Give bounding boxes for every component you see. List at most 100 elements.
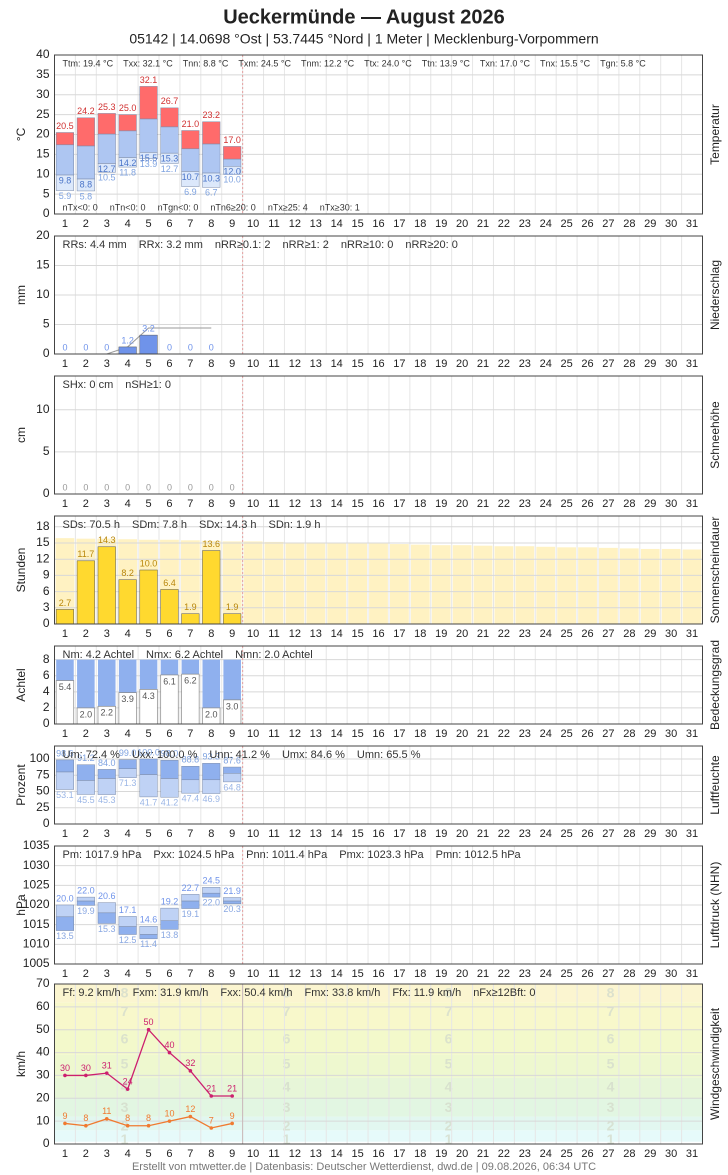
- x-tick-label: 8: [208, 498, 214, 510]
- bar: [55, 609, 74, 624]
- value-label: 0: [104, 342, 109, 352]
- beaufort-label: 2: [283, 1117, 291, 1133]
- ground-min-label: 5.8: [80, 191, 93, 201]
- stat-text: Tnn: 8.8 °C: [183, 58, 229, 68]
- x-tick-label: 21: [477, 968, 489, 980]
- beaufort-label: 2: [445, 1117, 453, 1133]
- beaufort-band: [54, 1098, 703, 1117]
- max-label: 26.7: [161, 96, 179, 106]
- x-tick-label: 1: [62, 628, 68, 640]
- x-tick-label: 27: [602, 218, 614, 230]
- x-tick-label: 28: [623, 828, 635, 840]
- x-tick-label: 11: [268, 498, 279, 510]
- series-point: [125, 1123, 130, 1128]
- plot-area: [54, 55, 703, 214]
- range-bar-max: [139, 86, 158, 120]
- y-axis-label: hPa: [14, 894, 28, 916]
- x-tick-label: 3: [104, 628, 110, 640]
- x-tick-label: 13: [310, 1148, 322, 1160]
- point-label: 30: [81, 1063, 91, 1073]
- x-tick-label: 8: [208, 828, 214, 840]
- x-tick-label: 7: [187, 358, 193, 370]
- series-point: [167, 1050, 172, 1055]
- point-label: 9: [62, 1111, 67, 1121]
- x-tick-label: 5: [146, 498, 152, 510]
- bar: [223, 613, 242, 624]
- panel-title: Temperatur: [708, 104, 722, 165]
- x-tick-label: 16: [372, 728, 384, 740]
- range-bar-mean: [202, 143, 221, 174]
- x-tick-label: 21: [477, 1148, 489, 1160]
- x-tick-label: 2: [83, 358, 89, 370]
- value-label: 0: [83, 482, 88, 492]
- max-label: 25.3: [98, 102, 116, 112]
- x-tick-label: 30: [665, 728, 677, 740]
- cloud-bar: [181, 673, 200, 724]
- panel-title: Luftfeuchte: [708, 755, 722, 815]
- panel-title: Schneehöhe: [708, 401, 722, 469]
- beaufort-label: 8: [607, 985, 615, 1001]
- stat-text: Tgn: 5.8 °C: [600, 58, 646, 68]
- y-tick-label: 40: [36, 1045, 50, 1059]
- plot-area: [54, 746, 703, 824]
- y-axis-label: Prozent: [14, 764, 28, 806]
- stat-text: RRs: 4.4 mm: [63, 239, 127, 251]
- bar: [181, 613, 200, 624]
- beaufort-band: [54, 1029, 703, 1055]
- x-tick-label: 19: [435, 828, 447, 840]
- beaufort-label: 1: [445, 1131, 453, 1147]
- range-bar-max: [223, 766, 242, 774]
- x-tick-label: 20: [456, 968, 468, 980]
- x-tick-label: 21: [477, 628, 489, 640]
- x-tick-label: 26: [581, 498, 593, 510]
- range-bar-max: [202, 763, 221, 781]
- x-tick-label: 17: [393, 968, 405, 980]
- x-tick-label: 2: [83, 728, 89, 740]
- x-tick-label: 17: [393, 358, 405, 370]
- value-label: 0: [62, 342, 67, 352]
- y-tick-label: 2: [43, 700, 50, 714]
- range-bar-min: [97, 163, 116, 173]
- y-axis-label: mm: [14, 285, 28, 305]
- y-tick-label: 3: [43, 600, 50, 614]
- bar: [76, 560, 95, 624]
- y-tick-label: 10: [36, 287, 50, 301]
- min-label: 15.5: [140, 153, 158, 163]
- x-tick-label: 6: [166, 968, 172, 980]
- x-tick-label: 18: [414, 628, 426, 640]
- point-label: 21: [227, 1083, 237, 1093]
- x-tick-label: 24: [540, 728, 552, 740]
- x-tick-label: 30: [665, 498, 677, 510]
- possible-sunshine-bar: [515, 546, 535, 624]
- x-tick-label: 5: [146, 1148, 152, 1160]
- max-label: 98.6: [56, 748, 74, 758]
- x-tick-label: 15: [351, 728, 363, 740]
- x-tick-label: 14: [331, 1148, 343, 1160]
- min-label: 8.8: [80, 179, 93, 189]
- x-tick-label: 23: [519, 358, 531, 370]
- value-label: 0: [146, 482, 151, 492]
- beaufort-label: 2: [607, 1117, 615, 1133]
- value-label: 0: [188, 342, 193, 352]
- point-label: 30: [60, 1063, 70, 1073]
- y-tick-label: 20: [36, 127, 50, 141]
- min-label: 13.5: [56, 931, 74, 941]
- x-tick-label: 7: [187, 628, 193, 640]
- bar: [139, 334, 158, 354]
- y-tick-label: 10: [36, 1113, 50, 1127]
- x-tick-label: 6: [166, 1148, 172, 1160]
- range-bar-max: [139, 758, 158, 775]
- y-tick-label: 18: [36, 519, 50, 533]
- possible-sunshine-bar: [264, 541, 284, 624]
- beaufort-band: [54, 1116, 703, 1131]
- x-tick-label: 8: [208, 358, 214, 370]
- range-bar-mean: [139, 774, 158, 798]
- x-tick-label: 26: [581, 828, 593, 840]
- stat-text: Nmx: 6.2 Achtel: [146, 649, 223, 661]
- stat-text: SHx: 0 cm: [63, 379, 114, 391]
- plot-area: [54, 646, 703, 724]
- min-label: 71.3: [119, 778, 137, 788]
- x-tick-label: 9: [229, 728, 235, 740]
- min-label: 9.8: [59, 175, 72, 185]
- x-tick-label: 15: [351, 498, 363, 510]
